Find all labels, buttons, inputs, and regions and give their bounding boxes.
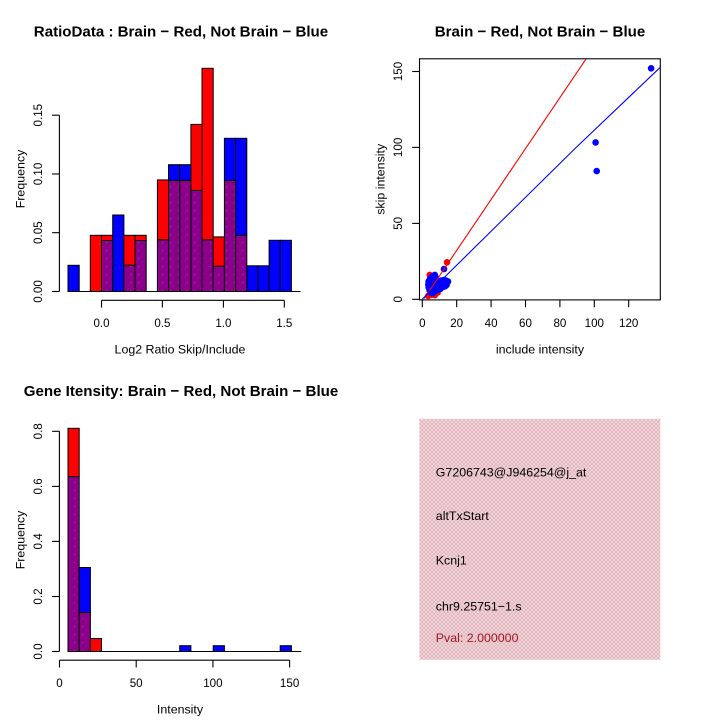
- svg-text:0.4: 0.4: [32, 533, 45, 550]
- svg-text:0: 0: [392, 296, 405, 302]
- svg-text:altTxStart: altTxStart: [436, 509, 490, 523]
- svg-text:1.5: 1.5: [276, 317, 292, 330]
- svg-text:0.00: 0.00: [32, 280, 45, 303]
- svg-text:150: 150: [392, 62, 405, 81]
- svg-text:0.6: 0.6: [32, 478, 45, 494]
- svg-text:120: 120: [619, 317, 638, 330]
- svg-text:0: 0: [419, 317, 425, 330]
- svg-text:RatioData : Brain − Red, Not B: RatioData : Brain − Red, Not Brain − Blu…: [34, 23, 328, 40]
- svg-text:0.10: 0.10: [32, 163, 45, 186]
- svg-text:80: 80: [553, 317, 566, 330]
- svg-text:include intensity: include intensity: [496, 342, 585, 356]
- svg-text:0: 0: [56, 677, 62, 690]
- svg-text:0.2: 0.2: [32, 588, 45, 604]
- svg-text:50: 50: [130, 677, 143, 690]
- svg-text:G7206743@J946254@j_at: G7206743@J946254@j_at: [436, 465, 587, 479]
- svg-text:0.0: 0.0: [32, 643, 45, 659]
- svg-text:chr9.25751−1.s: chr9.25751−1.s: [436, 599, 522, 613]
- svg-text:100: 100: [585, 317, 604, 330]
- svg-text:0.8: 0.8: [32, 423, 45, 439]
- svg-text:0.05: 0.05: [32, 221, 45, 244]
- svg-text:1.0: 1.0: [215, 317, 231, 330]
- svg-text:0.0: 0.0: [93, 317, 109, 330]
- svg-text:Log2 Ratio Skip/Include: Log2 Ratio Skip/Include: [115, 342, 246, 356]
- svg-text:Kcnj1: Kcnj1: [436, 553, 467, 567]
- svg-text:Intensity: Intensity: [157, 702, 204, 716]
- svg-text:60: 60: [519, 317, 532, 330]
- svg-text:Gene Itensity: Brain − Red, No: Gene Itensity: Brain − Red, Not Brain − …: [24, 383, 339, 400]
- svg-text:Brain − Red, Not Brain − Blue: Brain − Red, Not Brain − Blue: [435, 23, 646, 40]
- svg-text:0.15: 0.15: [32, 104, 45, 127]
- svg-text:20: 20: [450, 317, 463, 330]
- svg-text:100: 100: [392, 138, 405, 157]
- svg-text:100: 100: [203, 677, 222, 690]
- svg-text:0.5: 0.5: [154, 317, 170, 330]
- svg-text:Pval: 2.000000: Pval: 2.000000: [436, 631, 519, 645]
- svg-text:Frequency: Frequency: [14, 149, 28, 208]
- svg-text:Frequency: Frequency: [14, 510, 28, 569]
- svg-text:50: 50: [392, 217, 405, 230]
- svg-text:150: 150: [280, 677, 299, 690]
- svg-text:skip intensity: skip intensity: [374, 143, 388, 215]
- svg-text:40: 40: [485, 317, 498, 330]
